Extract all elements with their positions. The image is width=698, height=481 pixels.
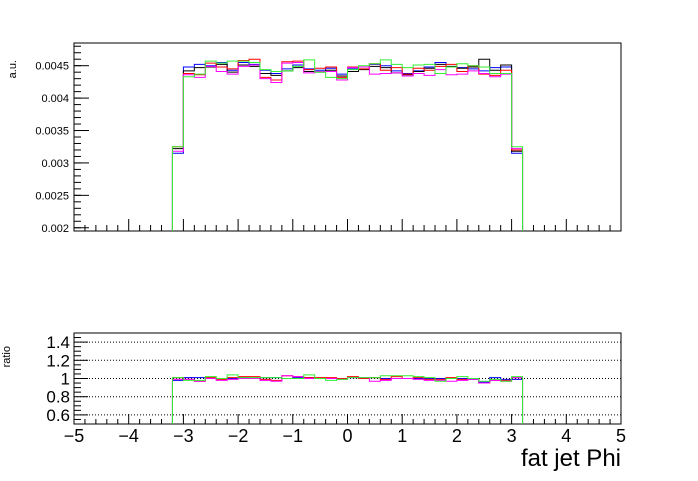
ratio-x-tick-label: −5 bbox=[64, 426, 85, 446]
top-series-4 bbox=[171, 59, 524, 231]
ratio-y-tick-label: 0.8 bbox=[46, 388, 70, 407]
top-y-axis: 0.002 0.0025 0.003 0.0035 0.004 0.0045 bbox=[35, 45, 622, 235]
ratio-series-3 bbox=[171, 374, 524, 424]
ratio-y-tick-label: 1.2 bbox=[46, 351, 70, 370]
top-y-tick-label: 0.003 bbox=[41, 158, 69, 170]
ratio-y-tick-label: 0.6 bbox=[46, 406, 70, 425]
top-series-2 bbox=[171, 58, 524, 231]
ratio-x-tick-label: 5 bbox=[616, 426, 626, 446]
x-axis-label: fat jet Phi bbox=[521, 445, 621, 472]
top-y-tick-label: 0.004 bbox=[41, 93, 69, 105]
ratio-y-tick-label: 1 bbox=[61, 370, 70, 389]
top-series-3 bbox=[171, 61, 524, 231]
ratio-x-tick-label: 0 bbox=[342, 426, 352, 446]
top-y-tick-label: 0.0045 bbox=[35, 61, 69, 73]
top-series-0 bbox=[171, 61, 524, 231]
top-y-tick-label: 0.002 bbox=[41, 223, 69, 235]
ratio-x-axis: −5 −4 −3 −2 −1 0 1 2 3 4 5 bbox=[64, 414, 626, 446]
ratio-x-tick-label: −4 bbox=[118, 426, 139, 446]
ratio-x-tick-label: −1 bbox=[283, 426, 304, 446]
ratio-y-axis: 0.60.811.21.4 bbox=[46, 332, 88, 425]
ratio-y-tick-label: 1.4 bbox=[46, 333, 70, 352]
ratio-x-tick-label: 4 bbox=[561, 426, 571, 446]
ratio-x-tick-label: 1 bbox=[397, 426, 407, 446]
top-series-1 bbox=[171, 58, 524, 231]
top-y-tick-label: 0.0025 bbox=[35, 190, 69, 202]
top-series-group bbox=[171, 58, 524, 231]
top-y-tick-label: 0.0035 bbox=[35, 126, 69, 138]
ratio-x-tick-label: −2 bbox=[228, 426, 249, 446]
ratio-y-axis-label: ratio bbox=[1, 346, 13, 367]
ratio-x-tick-label: 3 bbox=[507, 426, 517, 446]
top-panel: 0.002 0.0025 0.003 0.0035 0.004 0.0045 a.u. bbox=[7, 42, 622, 235]
ratio-x-tick-label: 2 bbox=[452, 426, 462, 446]
ratio-panel: 0.60.811.21.4 −5 −4 −3 −2 −1 0 1 2 3 4 5 ratio fat… bbox=[1, 332, 626, 472]
ratio-series-group bbox=[171, 374, 524, 424]
top-y-axis-label: a.u. bbox=[7, 60, 19, 78]
ratio-x-tick-label: −3 bbox=[173, 426, 194, 446]
